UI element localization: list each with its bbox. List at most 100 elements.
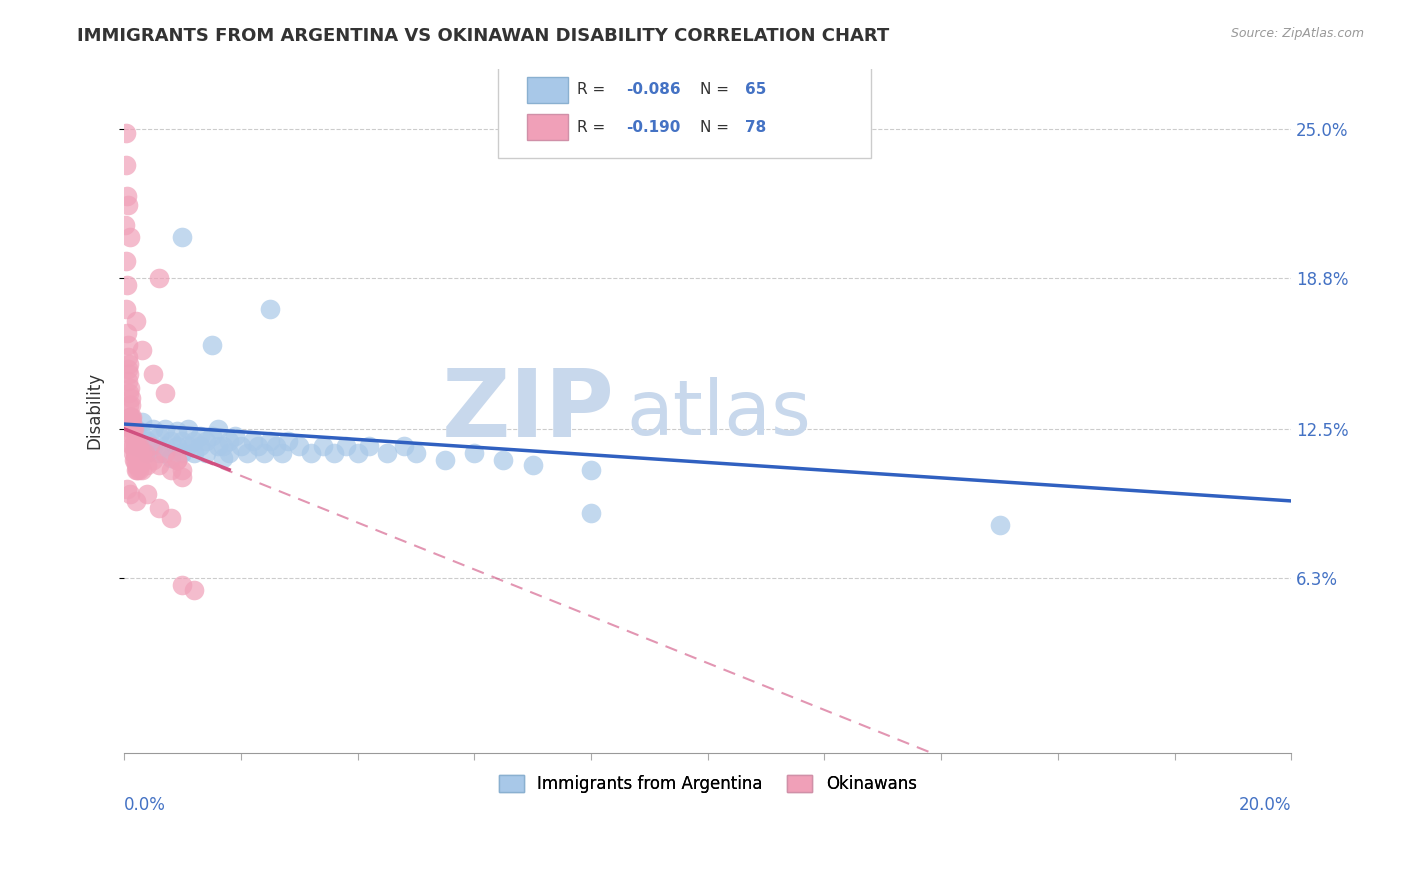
- Point: [270, 446, 292, 460]
- Point: [159, 450, 181, 465]
- Point: [125, 463, 148, 477]
- Point: [118, 398, 141, 412]
- Point: [172, 470, 194, 484]
- Text: N =: N =: [700, 82, 734, 97]
- Point: [201, 429, 224, 443]
- Text: R =: R =: [576, 82, 610, 97]
- Point: [128, 458, 150, 472]
- Point: [131, 343, 153, 357]
- Point: [159, 463, 181, 477]
- Point: [125, 446, 148, 460]
- Point: [125, 314, 148, 328]
- Point: [118, 357, 141, 371]
- Text: R =: R =: [576, 120, 610, 135]
- Point: [177, 422, 200, 436]
- Point: [120, 398, 142, 412]
- Text: IMMIGRANTS FROM ARGENTINA VS OKINAWAN DISABILITY CORRELATION CHART: IMMIGRANTS FROM ARGENTINA VS OKINAWAN DI…: [77, 27, 890, 45]
- Point: [117, 338, 139, 352]
- Point: [235, 446, 257, 460]
- Point: [122, 439, 145, 453]
- Point: [118, 487, 141, 501]
- Point: [166, 424, 188, 438]
- Point: [166, 439, 188, 453]
- Point: [183, 582, 205, 597]
- Point: [125, 439, 148, 453]
- Text: 0.0%: 0.0%: [124, 797, 166, 814]
- Point: [134, 446, 156, 460]
- FancyBboxPatch shape: [527, 114, 568, 140]
- Point: [323, 446, 346, 460]
- Point: [259, 301, 281, 316]
- Text: N =: N =: [700, 120, 734, 135]
- Point: [579, 463, 602, 477]
- Point: [194, 434, 217, 448]
- Point: [117, 374, 139, 388]
- Point: [259, 434, 281, 448]
- Point: [128, 463, 150, 477]
- Point: [153, 439, 176, 453]
- Point: [172, 446, 194, 460]
- Point: [172, 463, 194, 477]
- Point: [121, 439, 143, 453]
- Point: [288, 439, 311, 453]
- Point: [131, 463, 153, 477]
- Text: ZIP: ZIP: [441, 365, 614, 457]
- Point: [118, 409, 141, 424]
- Point: [115, 127, 138, 141]
- Point: [128, 446, 150, 460]
- Point: [115, 189, 138, 203]
- Point: [124, 446, 146, 460]
- Point: [142, 453, 165, 467]
- Point: [136, 434, 159, 448]
- Point: [166, 453, 188, 467]
- Point: [125, 439, 148, 453]
- Point: [136, 487, 159, 501]
- Point: [148, 446, 170, 460]
- Point: [120, 422, 142, 436]
- Point: [136, 458, 159, 472]
- Point: [201, 338, 224, 352]
- Point: [153, 446, 176, 460]
- Point: [131, 429, 153, 443]
- Point: [115, 326, 138, 340]
- Point: [212, 439, 235, 453]
- Point: [127, 453, 149, 467]
- Point: [207, 439, 229, 453]
- Point: [172, 578, 194, 592]
- Point: [118, 409, 141, 424]
- Point: [172, 229, 194, 244]
- Point: [311, 439, 333, 453]
- Point: [118, 385, 141, 400]
- Point: [117, 361, 139, 376]
- Point: [394, 439, 416, 453]
- Point: [264, 439, 287, 453]
- Point: [299, 446, 322, 460]
- Y-axis label: Disability: Disability: [86, 372, 103, 450]
- Text: -0.086: -0.086: [626, 82, 681, 97]
- Point: [177, 439, 200, 453]
- Point: [212, 450, 235, 465]
- Point: [229, 439, 252, 453]
- Point: [142, 367, 165, 381]
- Point: [359, 439, 381, 453]
- Point: [120, 391, 142, 405]
- Point: [148, 270, 170, 285]
- Point: [335, 439, 357, 453]
- Point: [125, 458, 148, 472]
- Point: [127, 446, 149, 460]
- Point: [522, 458, 544, 472]
- Point: [242, 434, 264, 448]
- Point: [115, 277, 138, 292]
- FancyBboxPatch shape: [527, 77, 568, 103]
- Text: atlas: atlas: [626, 377, 811, 451]
- Point: [124, 453, 146, 467]
- Point: [115, 158, 138, 172]
- Point: [122, 422, 145, 436]
- Point: [183, 434, 205, 448]
- Point: [159, 510, 181, 524]
- Point: [118, 381, 141, 395]
- Point: [125, 494, 148, 508]
- Point: [142, 439, 165, 453]
- Point: [118, 367, 141, 381]
- Point: [153, 385, 176, 400]
